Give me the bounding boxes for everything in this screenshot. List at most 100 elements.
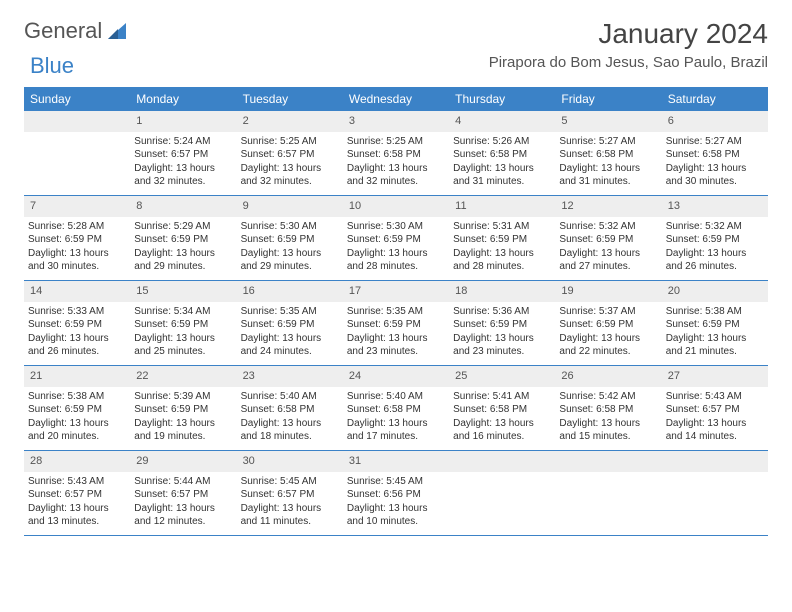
location: Pirapora do Bom Jesus, Sao Paulo, Brazil [489, 54, 768, 71]
day-cell: 10 Sunrise: 5:30 AMSunset: 6:59 PMDayligh… [343, 196, 449, 280]
sunset-text: Sunset: 6:58 PM [666, 148, 764, 162]
day-number: 11 [449, 196, 555, 217]
sunrise-text: Sunrise: 5:26 AM [453, 135, 551, 149]
sunrise-text: Sunrise: 5:43 AM [28, 475, 126, 489]
daylight-text: Daylight: 13 hours and 30 minutes. [666, 162, 764, 189]
day-number: 2 [237, 111, 343, 132]
daylight-text: Daylight: 13 hours and 19 minutes. [134, 417, 232, 444]
day-cell: 18Sunrise: 5:36 AMSunset: 6:59 PMDayligh… [449, 281, 555, 365]
sunset-text: Sunset: 6:57 PM [28, 488, 126, 502]
day-cell: 14Sunrise: 5:33 AMSunset: 6:59 PMDayligh… [24, 281, 130, 365]
day-number: 10 [343, 196, 449, 217]
sunset-text: Sunset: 6:59 PM [347, 318, 445, 332]
day-number: 26 [555, 366, 661, 387]
day-header: Monday [130, 87, 236, 111]
day-cell: 27Sunrise: 5:43 AMSunset: 6:57 PMDayligh… [662, 366, 768, 450]
daylight-text: Daylight: 13 hours and 12 minutes. [134, 502, 232, 529]
sunrise-text: Sunrise: 5:40 AM [241, 390, 339, 404]
day-number: 7 [24, 196, 130, 217]
day-number: 29 [130, 451, 236, 472]
sunrise-text: Sunrise: 5:44 AM [134, 475, 232, 489]
day-cell: 19Sunrise: 5:37 AMSunset: 6:59 PMDayligh… [555, 281, 661, 365]
day-number: 4 [449, 111, 555, 132]
sunrise-text: Sunrise: 5:24 AM [134, 135, 232, 149]
sunset-text: Sunset: 6:57 PM [134, 488, 232, 502]
sunrise-text: Sunrise: 5:29 AM [134, 220, 232, 234]
daylight-text: Daylight: 13 hours and 31 minutes. [559, 162, 657, 189]
daylight-text: Daylight: 13 hours and 21 minutes. [666, 332, 764, 359]
day-cell: 24Sunrise: 5:40 AMSunset: 6:58 PMDayligh… [343, 366, 449, 450]
day-cell: 22 Sunrise: 5:39 AMSunset: 6:59 PMDayligh… [130, 366, 236, 450]
daylight-text: Daylight: 13 hours and 15 minutes. [559, 417, 657, 444]
day-cell: 21Sunrise: 5:38 AMSunset: 6:59 PMDayligh… [24, 366, 130, 450]
daylight-text: Daylight: 13 hours and 23 minutes. [347, 332, 445, 359]
sunset-text: Sunset: 6:58 PM [453, 403, 551, 417]
day-cell: 17Sunrise: 5:35 AMSunset: 6:59 PMDayligh… [343, 281, 449, 365]
sunset-text: Sunset: 6:59 PM [559, 233, 657, 247]
day-number: 18 [449, 281, 555, 302]
sunset-text: Sunset: 6:59 PM [28, 318, 126, 332]
day-number: 24 [343, 366, 449, 387]
week-row: 1Sunrise: 5:24 AMSunset: 6:57 PMDaylight… [24, 111, 768, 196]
sunset-text: Sunset: 6:59 PM [134, 233, 232, 247]
day-cell: 29 Sunrise: 5:44 AMSunset: 6:57 PMDayligh… [130, 451, 236, 535]
daylight-text: Daylight: 13 hours and 14 minutes. [666, 417, 764, 444]
sunset-text: Sunset: 6:59 PM [666, 318, 764, 332]
daylight-text: Daylight: 13 hours and 22 minutes. [559, 332, 657, 359]
day-number: 15 [130, 281, 236, 302]
day-number: 5 [555, 111, 661, 132]
day-number: 20 [662, 281, 768, 302]
daylight-text: Daylight: 13 hours and 26 minutes. [28, 332, 126, 359]
day-cell [449, 451, 555, 535]
sunset-text: Sunset: 6:57 PM [241, 488, 339, 502]
daylight-text: Daylight: 13 hours and 28 minutes. [453, 247, 551, 274]
day-header: Wednesday [343, 87, 449, 111]
day-cell: 16Sunrise: 5:35 AMSunset: 6:59 PMDayligh… [237, 281, 343, 365]
sunrise-text: Sunrise: 5:39 AM [134, 390, 232, 404]
sunset-text: Sunset: 6:58 PM [347, 403, 445, 417]
sunrise-text: Sunrise: 5:27 AM [559, 135, 657, 149]
daylight-text: Daylight: 13 hours and 24 minutes. [241, 332, 339, 359]
day-header: Friday [555, 87, 661, 111]
daylight-text: Daylight: 13 hours and 26 minutes. [666, 247, 764, 274]
day-number: 13 [662, 196, 768, 217]
sunrise-text: Sunrise: 5:45 AM [347, 475, 445, 489]
sunrise-text: Sunrise: 5:30 AM [347, 220, 445, 234]
day-header: Saturday [662, 87, 768, 111]
daylight-text: Daylight: 13 hours and 13 minutes. [28, 502, 126, 529]
day-number: 21 [24, 366, 130, 387]
day-header-row: Sunday Monday Tuesday Wednesday Thursday… [24, 87, 768, 111]
day-number: 22 [130, 366, 236, 387]
day-number: 30 [237, 451, 343, 472]
day-number: 31 [343, 451, 449, 472]
day-number: 9 [237, 196, 343, 217]
day-number [662, 451, 768, 472]
daylight-text: Daylight: 13 hours and 10 minutes. [347, 502, 445, 529]
day-cell: 5Sunrise: 5:27 AMSunset: 6:58 PMDaylight… [555, 111, 661, 195]
sunset-text: Sunset: 6:57 PM [666, 403, 764, 417]
day-number: 3 [343, 111, 449, 132]
sunset-text: Sunset: 6:59 PM [241, 318, 339, 332]
sunrise-text: Sunrise: 5:32 AM [666, 220, 764, 234]
day-cell: 8Sunrise: 5:29 AMSunset: 6:59 PMDaylight… [130, 196, 236, 280]
logo-text-general: General [24, 18, 102, 44]
daylight-text: Daylight: 13 hours and 29 minutes. [241, 247, 339, 274]
sunrise-text: Sunrise: 5:32 AM [559, 220, 657, 234]
daylight-text: Daylight: 13 hours and 20 minutes. [28, 417, 126, 444]
calendar: Sunday Monday Tuesday Wednesday Thursday… [24, 87, 768, 536]
day-cell: 11Sunrise: 5:31 AMSunset: 6:59 PMDayligh… [449, 196, 555, 280]
sunset-text: Sunset: 6:59 PM [347, 233, 445, 247]
sunset-text: Sunset: 6:59 PM [453, 233, 551, 247]
daylight-text: Daylight: 13 hours and 32 minutes. [347, 162, 445, 189]
day-number: 12 [555, 196, 661, 217]
sunrise-text: Sunrise: 5:25 AM [347, 135, 445, 149]
daylight-text: Daylight: 13 hours and 28 minutes. [347, 247, 445, 274]
week-row: 28Sunrise: 5:43 AMSunset: 6:57 PMDayligh… [24, 451, 768, 536]
week-row: 21Sunrise: 5:38 AMSunset: 6:59 PMDayligh… [24, 366, 768, 451]
sunrise-text: Sunrise: 5:30 AM [241, 220, 339, 234]
day-number: 17 [343, 281, 449, 302]
day-cell: 6Sunrise: 5:27 AMSunset: 6:58 PMDaylight… [662, 111, 768, 195]
sunset-text: Sunset: 6:59 PM [134, 403, 232, 417]
sunrise-text: Sunrise: 5:43 AM [666, 390, 764, 404]
daylight-text: Daylight: 13 hours and 30 minutes. [28, 247, 126, 274]
